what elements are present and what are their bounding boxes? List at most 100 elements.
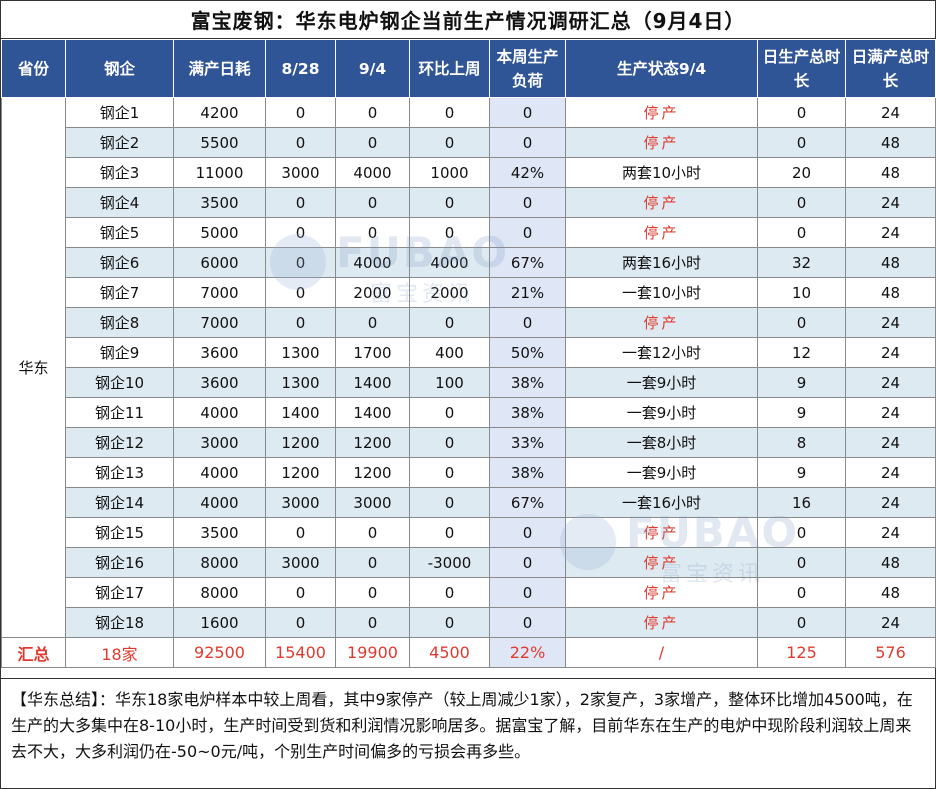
east-china-summary: 【华东总结】：华东18家电炉样本中较上周看，其中9家停产（较上周减少1家），2家… [1,678,935,788]
daily-hours-cell: 0 [757,97,846,128]
load-cell: 0 [489,547,566,578]
cur-date-cell: 1700 [335,337,410,368]
company-cell: 钢企13 [65,457,174,488]
wow-change-cell: 0 [409,127,490,158]
wow-change-cell: 0 [409,217,490,248]
full-hours-cell: 24 [845,337,936,368]
load-cell: 21% [489,277,566,308]
company-cell: 钢企6 [65,247,174,278]
prev-date-cell: 1400 [265,397,336,428]
wow-change-cell: 0 [409,187,490,218]
table-row: 钢企5 5000 0 0 0 0 停产 0 24 [2,217,936,248]
full-hours-cell: 48 [845,247,936,278]
daily-hours-cell: 20 [757,157,846,188]
wow-change-cell: 0 [409,397,490,428]
wow-change-cell: 0 [409,487,490,518]
prev-date-cell: 0 [265,577,336,608]
cur-date-cell: 2000 [335,277,410,308]
full-daily-cell: 3500 [173,517,266,548]
prev-date-cell: 0 [265,127,336,158]
load-cell: 0 [489,307,566,338]
wow-change-cell: 4000 [409,247,490,278]
prev-date-cell: 0 [265,607,336,638]
status-cell: 一套12小时 [565,337,758,368]
load-cell: 67% [489,487,566,518]
company-cell: 钢企15 [65,517,174,548]
header-province: 省份 [1,39,66,98]
company-cell: 钢企1 [65,97,174,128]
daily-hours-cell: 0 [757,217,846,248]
full-hours-cell: 48 [845,547,936,578]
wow-change-cell: 0 [409,457,490,488]
total-label: 汇总 [1,637,66,668]
full-daily-cell: 4000 [173,397,266,428]
cur-date-cell: 1200 [335,457,410,488]
table-header-row: 省份 钢企 满产日耗 8/28 9/4 环比上周 本周生产负荷 生产状态9/4 … [1,39,936,98]
full-hours-cell: 48 [845,277,936,308]
wow-change-cell: 400 [409,337,490,368]
total-daily-hours-cell: 125 [757,637,846,668]
company-cell: 钢企8 [65,307,174,338]
header-daily-hours: 日生产总时长 [757,39,846,98]
header-full-daily: 满产日耗 [173,39,266,98]
status-cell: 停产 [565,577,758,608]
table-row: 钢企13 4000 1200 1200 0 38% 一套9小时 9 24 [2,457,936,488]
full-daily-cell: 5000 [173,217,266,248]
production-table: 省份 钢企 满产日耗 8/28 9/4 环比上周 本周生产负荷 生产状态9/4 … [1,39,936,668]
cur-date-cell: 0 [335,307,410,338]
wow-change-cell: 0 [409,427,490,458]
table-row: 钢企6 6000 0 4000 4000 67% 两套16小时 32 48 [2,247,936,278]
prev-date-cell: 0 [265,187,336,218]
full-daily-cell: 4000 [173,487,266,518]
full-hours-cell: 24 [845,517,936,548]
full-daily-cell: 5500 [173,127,266,158]
full-hours-cell: 24 [845,307,936,338]
load-cell: 0 [489,97,566,128]
table-row: 钢企9 3600 1300 1700 400 50% 一套12小时 12 24 [2,337,936,368]
cur-date-cell: 0 [335,127,410,158]
cur-date-cell: 0 [335,607,410,638]
prev-date-cell: 0 [265,517,336,548]
prev-date-cell: 1200 [265,457,336,488]
table-row: 钢企14 4000 3000 3000 0 67% 一套16小时 16 24 [2,487,936,518]
daily-hours-cell: 0 [757,577,846,608]
prev-date-cell: 0 [265,97,336,128]
wow-change-cell: -3000 [409,547,490,578]
full-daily-cell: 4200 [173,97,266,128]
daily-hours-cell: 0 [757,307,846,338]
cur-date-cell: 0 [335,517,410,548]
province-cell: 华东 [1,97,66,638]
table-body: 华东 钢企1 4200 0 0 0 0 停产 0 24 钢企2 5500 0 0 0 0 停产 0 48 钢企3 110… [1,97,936,668]
header-wow-change: 环比上周 [409,39,490,98]
status-cell: 一套8小时 [565,427,758,458]
load-cell: 0 [489,127,566,158]
header-prev-date: 8/28 [265,39,336,98]
company-cell: 钢企16 [65,547,174,578]
header-company: 钢企 [65,39,174,98]
total-prev-date-cell: 15400 [265,637,336,668]
prev-date-cell: 0 [265,277,336,308]
full-daily-cell: 3600 [173,337,266,368]
total-status-cell: / [565,637,758,668]
wow-change-cell: 0 [409,517,490,548]
daily-hours-cell: 0 [757,127,846,158]
load-cell: 50% [489,337,566,368]
status-cell: 停产 [565,187,758,218]
full-hours-cell: 48 [845,127,936,158]
prev-date-cell: 1300 [265,337,336,368]
header-status: 生产状态9/4 [565,39,758,98]
total-load-cell: 22% [489,637,566,668]
cur-date-cell: 1400 [335,367,410,398]
table-row: 华东 钢企1 4200 0 0 0 0 停产 0 24 [1,97,936,638]
report-title: 富宝废钢：华东电炉钢企当前生产情况调研汇总（9月4日） [1,1,935,39]
status-cell: 停产 [565,307,758,338]
table-row: 钢企10 3600 1300 1400 100 38% 一套9小时 9 24 [2,367,936,398]
load-cell: 38% [489,367,566,398]
load-cell: 33% [489,427,566,458]
company-cell: 钢企10 [65,367,174,398]
company-cell: 钢企3 [65,157,174,188]
load-cell: 0 [489,607,566,638]
full-hours-cell: 24 [845,607,936,638]
total-cur-date-cell: 19900 [335,637,410,668]
